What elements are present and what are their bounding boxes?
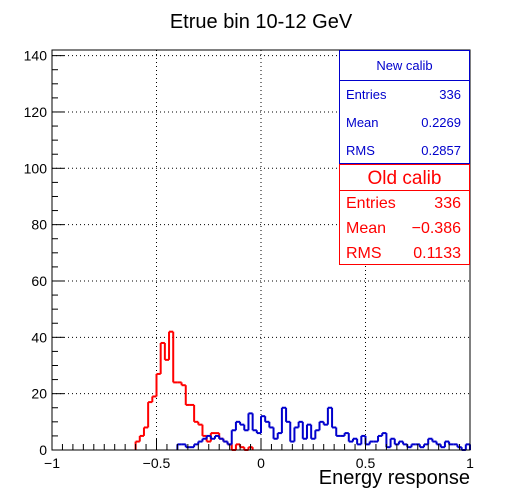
x-tick-label: 0 — [257, 455, 265, 471]
x-axis-label: Energy response — [319, 467, 470, 489]
axes: −1 −0.5 0 0.5 1 0 20 40 60 80 100 120 140 — [24, 48, 474, 471]
stats-row-entries: Entries 336 — [340, 191, 469, 216]
y-tick-label: 60 — [31, 273, 47, 289]
series-new-calib — [176, 406, 471, 451]
stats-title: New calib — [340, 51, 469, 81]
stats-title: Old calib — [340, 165, 469, 191]
stats-label: RMS — [346, 245, 382, 262]
stats-box-old-calib: Old calib Entries 336 Mean −0.386 RMS 0.… — [339, 164, 470, 265]
y-tick-label: 80 — [31, 217, 47, 233]
stats-row-rms: RMS 0.1133 — [340, 241, 469, 266]
x-tick-label: −0.5 — [143, 455, 171, 471]
stats-row-rms: RMS 0.2857 — [340, 137, 469, 165]
y-tick-label: 40 — [31, 329, 47, 345]
stats-value: 0.1133 — [413, 245, 461, 262]
stats-row-mean: Mean −0.386 — [340, 216, 469, 241]
stats-label: Mean — [346, 115, 379, 130]
stats-label: Mean — [346, 220, 387, 237]
chart-title: Etrue bin 10-12 GeV — [170, 11, 353, 33]
y-tick-label: 100 — [24, 160, 48, 176]
y-tick-label: 20 — [31, 386, 47, 402]
stats-value: 0.2857 — [421, 143, 461, 158]
series-old-calib — [134, 330, 254, 451]
stats-row-entries: Entries 336 — [340, 81, 469, 109]
stats-value: 336 — [434, 195, 461, 212]
y-tick-label: 0 — [39, 442, 47, 458]
x-tick-label: 1 — [466, 455, 474, 471]
x-tick-label: 0.5 — [356, 455, 376, 471]
stats-value: 336 — [439, 87, 461, 102]
x-tick-label: −1 — [44, 455, 60, 471]
y-tick-label: 120 — [24, 104, 48, 120]
stats-label: Entries — [346, 87, 387, 102]
stats-box-new-calib: New calib Entries 336 Mean 0.2269 RMS 0.… — [339, 50, 470, 164]
stats-label: Entries — [346, 195, 396, 212]
y-tick-label: 140 — [24, 48, 48, 64]
stats-label: RMS — [346, 143, 375, 158]
stats-value: 0.2269 — [421, 115, 461, 130]
histogram-series — [134, 330, 471, 451]
stats-value: −0.386 — [411, 220, 461, 237]
stats-row-mean: Mean 0.2269 — [340, 109, 469, 137]
